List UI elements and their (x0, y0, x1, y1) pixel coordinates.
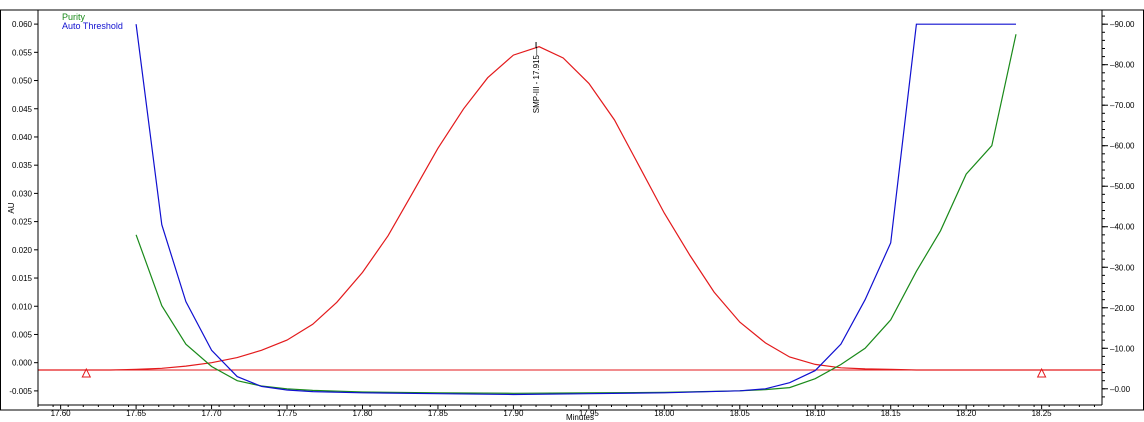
baseline-marker (81, 367, 92, 378)
baseline-marker (1036, 367, 1047, 378)
y2-tick-label: –80.00 (1110, 61, 1135, 70)
y-tick-label: 0.005 (12, 330, 33, 339)
y2-tick-label: –90.00 (1110, 20, 1135, 29)
y2-tick-label: –10.00 (1110, 344, 1135, 353)
x-tick-label: 18.20 (956, 409, 977, 418)
x-tick-label: 17.95 (579, 409, 600, 418)
series-line-signal (38, 46, 1102, 371)
x-tick-label: 18.10 (805, 409, 826, 418)
y2-tick-label: –70.00 (1110, 101, 1135, 110)
x-tick-label: 18.25 (1032, 409, 1053, 418)
y2-tick-label: –40.00 (1110, 223, 1135, 232)
series-group: SMP-III - 17.915— (38, 23, 1102, 396)
peak-label: SMP-III - 17.915— (532, 47, 541, 113)
legend-entry: Purity (62, 12, 86, 22)
x-tick-label: 18.05 (730, 409, 751, 418)
y2-axis-ticks: –0.00 –10.00 –20.00 –30.00 –40.00 –50.00 –60.0… (1102, 15, 1135, 398)
y-tick-label: 0.035 (12, 161, 33, 170)
y-tick-label: 0.015 (12, 274, 33, 283)
y-tick-label: 0.000 (12, 359, 33, 368)
y-tick-label: 0.010 (12, 302, 33, 311)
y-tick-label: 0.030 (12, 189, 33, 198)
x-tick-label: 17.90 (503, 409, 524, 418)
series-line-auto-threshold (135, 23, 1016, 396)
x-tick-label: 17.70 (202, 409, 223, 418)
y-axis-label: AU (7, 202, 16, 213)
x-tick-label: 17.65 (126, 409, 147, 418)
y-tick-label: 0.060 (12, 20, 33, 29)
legend-entry: Auto Threshold (62, 21, 123, 31)
x-tick-label: 17.60 (51, 409, 72, 418)
y2-tick-label: –50.00 (1110, 182, 1135, 191)
y-tick-label: 0.050 (12, 77, 33, 86)
y-tick-label: 0.045 (12, 105, 33, 114)
y-tick-label: 0.020 (12, 246, 33, 255)
y2-tick-label: –30.00 (1110, 263, 1135, 272)
y-tick-label: 0.055 (12, 48, 33, 57)
x-axis-label: Minutes (566, 413, 594, 422)
series-line-purity (135, 34, 1017, 394)
x-tick-label: 17.80 (352, 409, 373, 418)
x-tick-label: 17.85 (428, 409, 449, 418)
x-tick-label: 17.75 (277, 409, 298, 418)
y-axis-ticks: -0.005 0.000 0.005 0.010 0.015 0.020 0.025 0.03… (9, 20, 38, 396)
x-tick-label: 18.15 (881, 409, 902, 418)
x-tick-label: 18.00 (654, 409, 675, 418)
y2-tick-label: –20.00 (1110, 304, 1135, 313)
y2-tick-label: –60.00 (1110, 142, 1135, 151)
y-tick-label: 0.040 (12, 133, 33, 142)
y-tick-label: 0.025 (12, 218, 33, 227)
y2-tick-label: –0.00 (1110, 385, 1131, 394)
y-tick-label: -0.005 (9, 387, 32, 396)
plot-frame (0, 9, 1144, 411)
